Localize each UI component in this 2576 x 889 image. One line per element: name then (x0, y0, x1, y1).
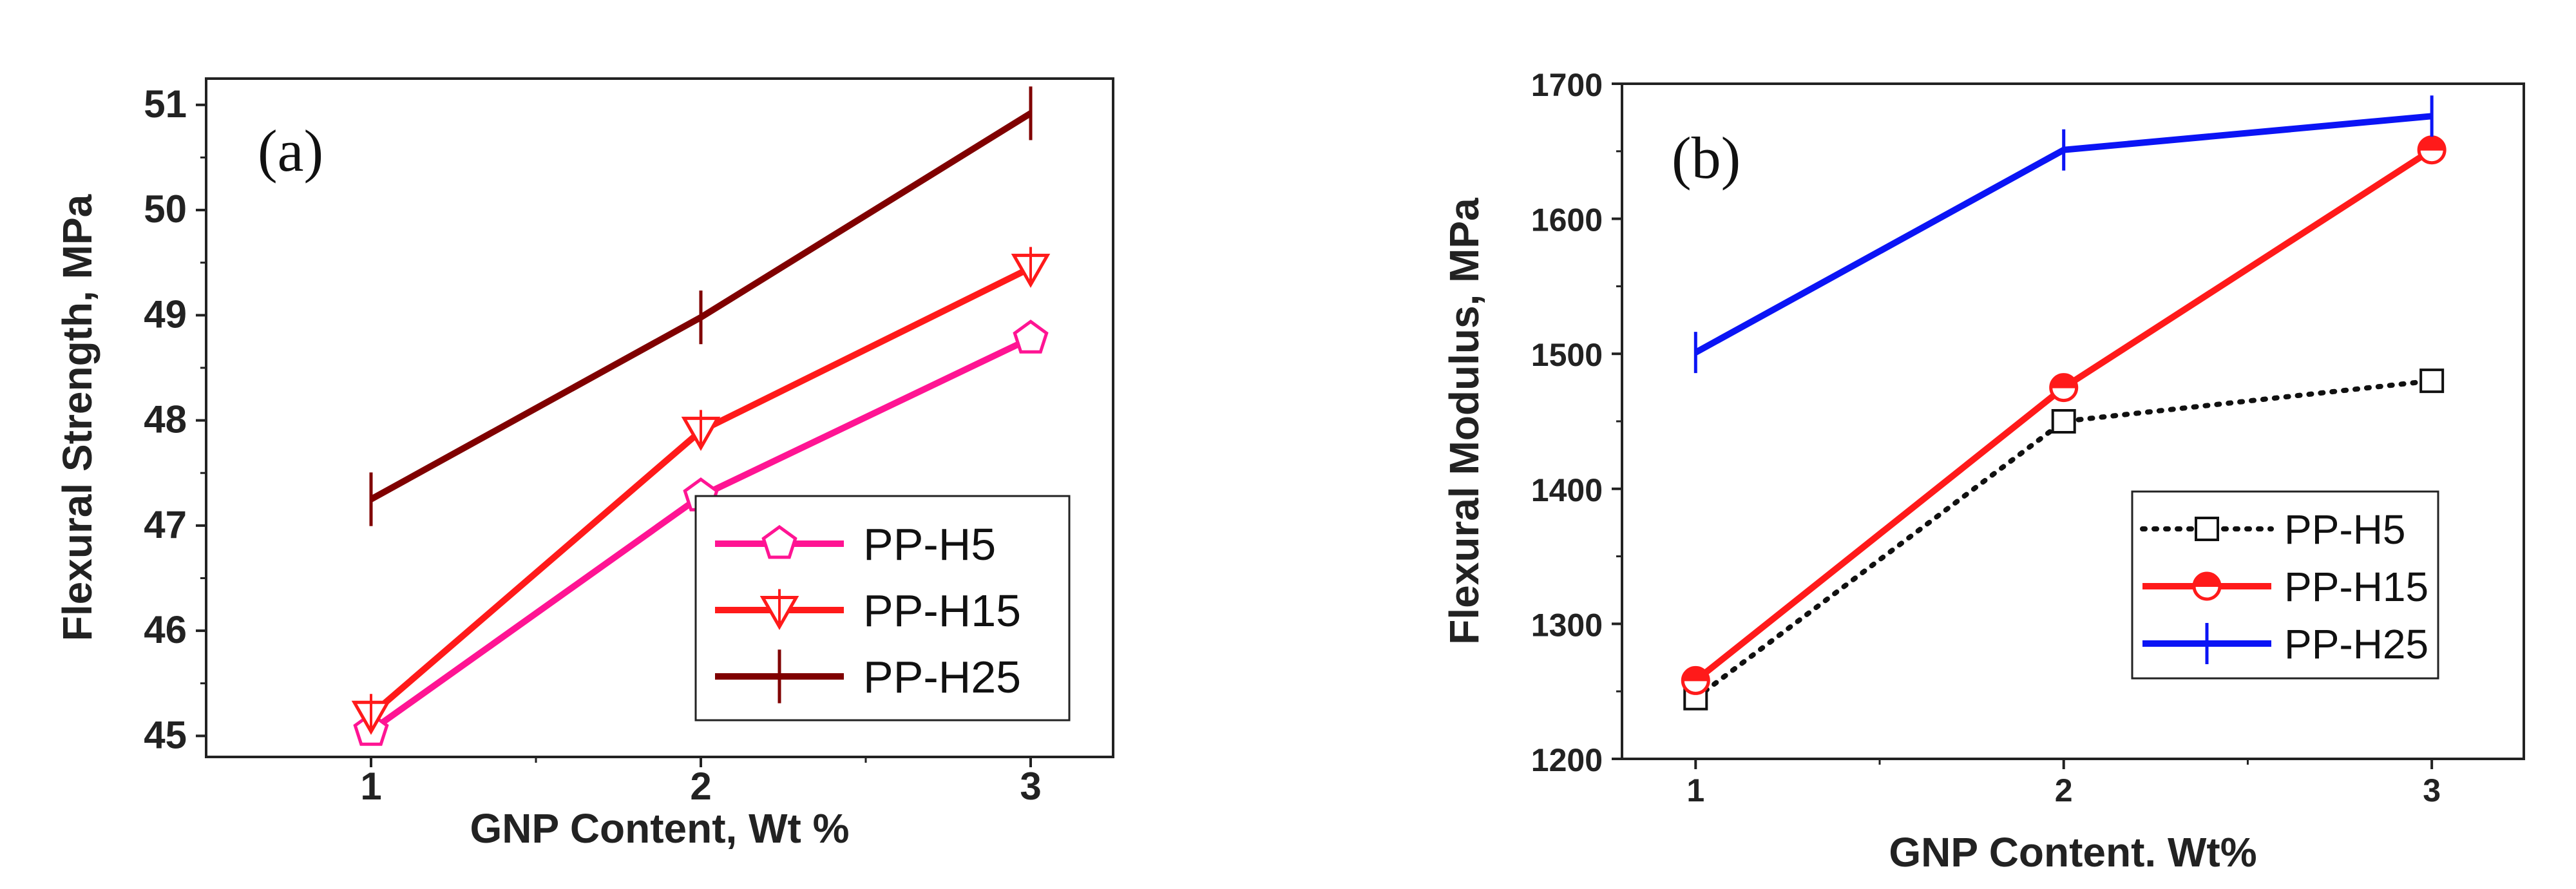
legend-label: PP-H5 (2284, 506, 2406, 553)
series-pp-h25 (1693, 95, 2434, 374)
legend: PP-H5 PP-H15 PP-H25 (694, 495, 1071, 722)
legend-marker (2195, 517, 2219, 541)
data-point-fill (2418, 136, 2446, 151)
chart-panel-a: 45 46 47 48 49 50 51 1 2 3 GNP Content, Wt % Flexur… (54, 77, 1114, 852)
plot-frame (205, 77, 1114, 758)
legend-label: PP-H25 (863, 652, 1021, 702)
data-point (2051, 409, 2076, 434)
y-tick-label: 45 (144, 713, 187, 756)
series-pp-h25 (369, 86, 1033, 526)
y-axis-title: Flexural Modulus, MPa (1441, 198, 1487, 645)
y-tick-label: 1200 (1531, 742, 1603, 778)
data-point-fill (1682, 667, 1710, 682)
legend: PP-H5 PP-H15 PP-H25 (2131, 490, 2439, 680)
legend-label: PP-H5 (863, 519, 996, 569)
y-tick-label: 49 (144, 292, 187, 336)
y-tick-label: 46 (144, 608, 187, 651)
x-tick-label: 1 (360, 765, 381, 808)
y-tick-label: 48 (144, 398, 187, 441)
series-line (1693, 378, 2435, 701)
x-axis-title: GNP Content. Wt% (1889, 829, 2256, 875)
panel-label: (b) (1672, 125, 1741, 191)
data-point (1013, 320, 1049, 354)
x-tick-label: 2 (2055, 772, 2073, 808)
chart-panel-b: 1200 1300 1400 1500 1600 1700 1 2 3 GNP Content. … (1441, 67, 2525, 875)
legend-label: PP-H15 (2284, 564, 2428, 610)
series-pp-h15 (351, 247, 1051, 735)
y-tick-label: 1400 (1531, 472, 1603, 508)
y-tick-label: 51 (144, 82, 187, 126)
y-axis-title: Flexural Strength, MPa (54, 194, 100, 641)
x-tick-label: 3 (2423, 772, 2441, 808)
x-tick-label: 1 (1686, 772, 1704, 808)
legend-label: PP-H15 (863, 586, 1021, 636)
y-tick-label: 1300 (1531, 607, 1603, 643)
data-point-fill (2050, 374, 2077, 388)
panel-label: (a) (258, 118, 323, 184)
x-axis-title: GNP Content, Wt % (470, 805, 850, 852)
y-tick-label: 1500 (1531, 337, 1603, 373)
legend-marker (761, 524, 797, 559)
x-tick-label: 2 (690, 765, 711, 808)
legend-label: PP-H25 (2284, 621, 2428, 667)
y-tick-label: 50 (144, 187, 187, 231)
series-pp-h15 (1681, 135, 2447, 695)
legend-marker-fill (2193, 573, 2221, 587)
x-tick-label: 3 (1020, 765, 1041, 808)
y-tick-label: 47 (144, 503, 187, 546)
y-tick-label: 1700 (1531, 67, 1603, 103)
y-tick-label: 1600 (1531, 202, 1603, 238)
data-point (2419, 368, 2445, 394)
